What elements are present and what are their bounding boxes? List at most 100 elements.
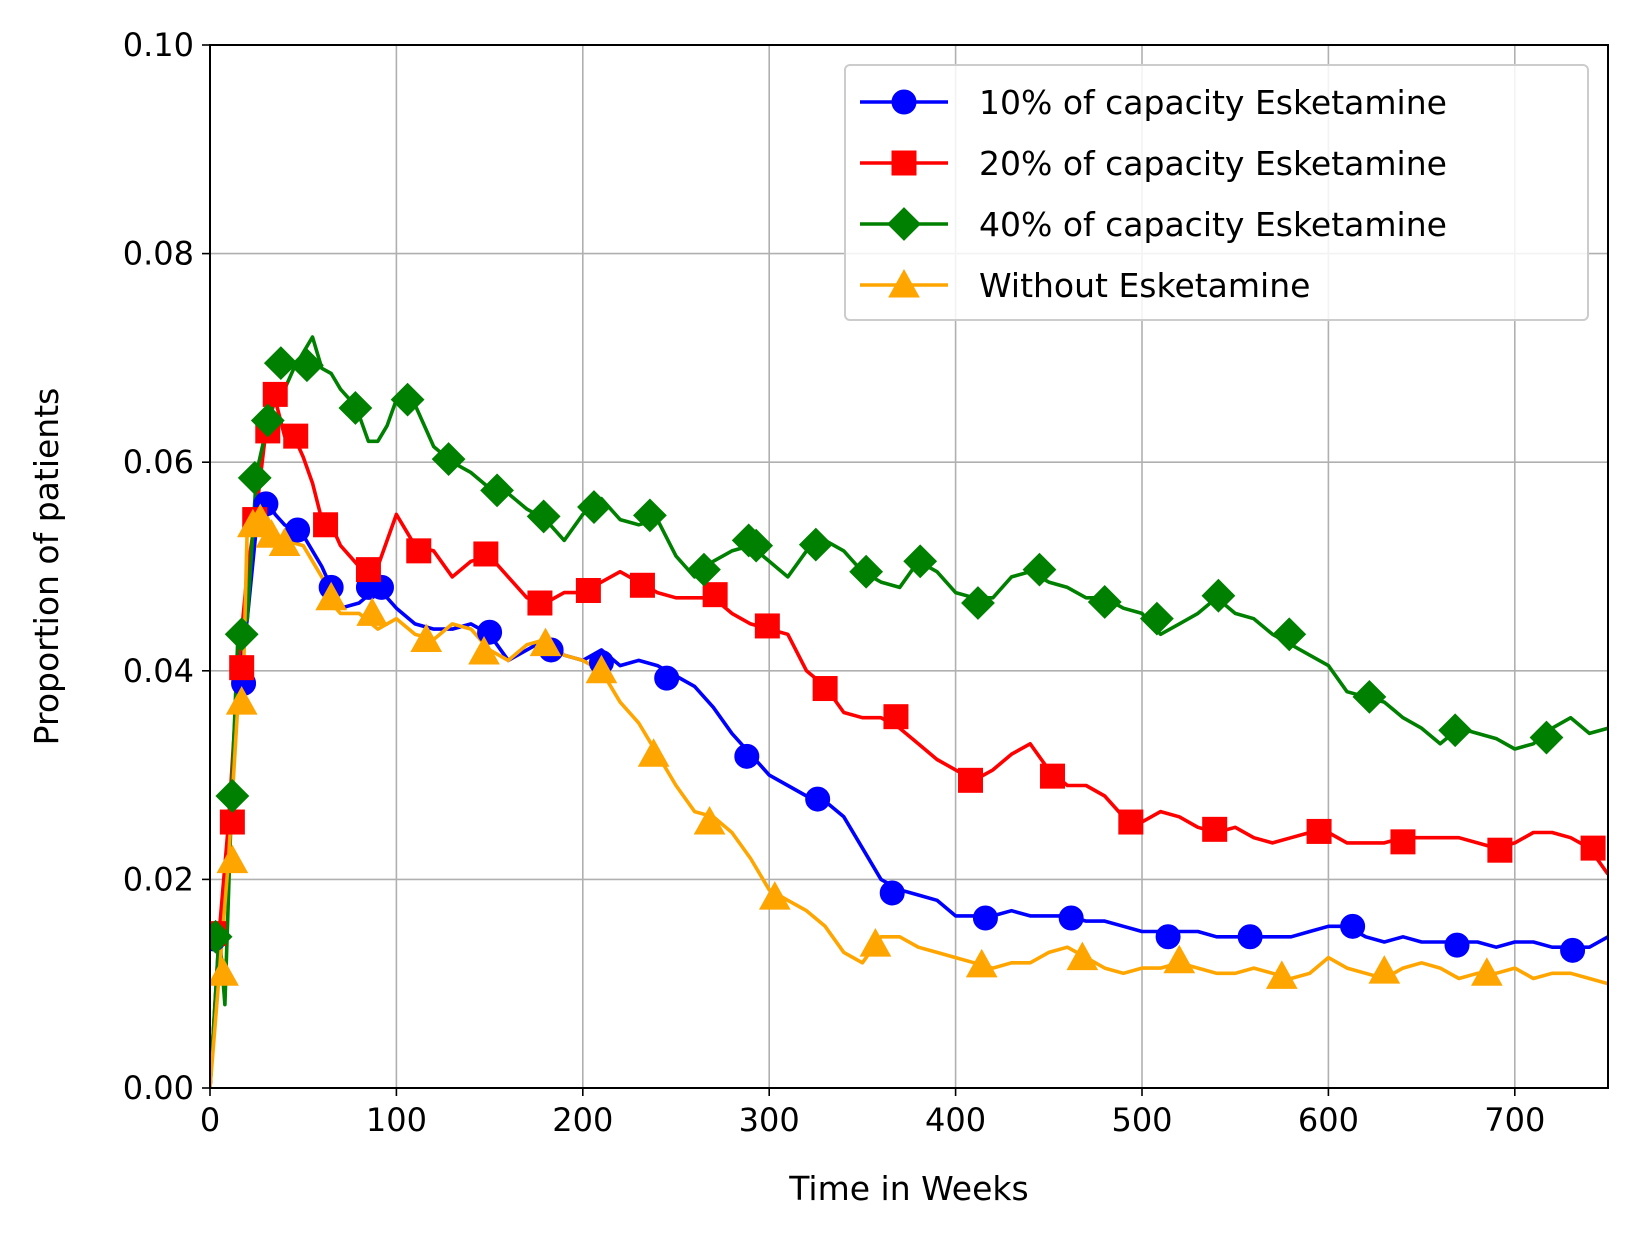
data-point: [961, 586, 995, 620]
legend-label: Without Esketamine: [979, 266, 1310, 305]
x-tick-label: 400: [925, 1101, 986, 1139]
legend-marker: [887, 207, 921, 241]
x-tick-label: 100: [366, 1101, 427, 1139]
series-line-1: [210, 397, 1608, 1088]
legend-box: [844, 64, 1589, 321]
series-line-3: [210, 512, 1608, 1088]
data-point: [1087, 585, 1122, 619]
data-point: [1470, 957, 1503, 986]
data-point: [262, 381, 288, 407]
y-axis-label: Proportion of patients: [27, 388, 66, 746]
x-tick-label: 0: [200, 1101, 220, 1139]
y-tick-label: 0.00: [123, 1069, 194, 1107]
data-point: [585, 654, 618, 684]
data-point: [224, 617, 259, 652]
data-point: [1487, 837, 1513, 863]
data-point: [637, 738, 670, 767]
data-point: [1118, 809, 1144, 835]
data-point: [315, 581, 348, 611]
data-point: [1438, 713, 1473, 748]
data-point: [225, 686, 258, 715]
x-tick-label: 200: [552, 1101, 613, 1139]
data-point: [480, 473, 514, 508]
data-point: [527, 590, 553, 616]
data-point: [406, 538, 432, 564]
legend-label: 40% of capacity Esketamine: [979, 205, 1447, 244]
legend: 10% of capacity Esketamine 20% of capacit…: [844, 64, 1589, 321]
y-tick-label: 0.06: [123, 443, 194, 481]
data-point: [1201, 578, 1236, 613]
data-point: [883, 704, 909, 730]
y-tick-label: 0.08: [123, 235, 194, 273]
data-point: [879, 880, 905, 906]
data-point: [632, 498, 667, 533]
data-point: [1529, 720, 1564, 755]
data-point: [693, 806, 726, 835]
y-tick-label: 0.04: [123, 652, 194, 690]
data-point: [859, 928, 892, 957]
data-point: [477, 619, 503, 645]
data-point: [754, 613, 780, 639]
data-point: [529, 627, 562, 657]
data-point: [687, 552, 721, 587]
data-point: [244, 503, 277, 533]
series-line-2: [210, 335, 1608, 1088]
x-axis-label: Time in Weeks: [788, 1169, 1028, 1208]
data-point: [1163, 944, 1196, 974]
data-point: [268, 527, 301, 557]
data-point: [575, 577, 601, 603]
data-point: [250, 403, 285, 438]
data-point: [390, 382, 425, 417]
y-tick-label: 0.10: [123, 26, 194, 64]
data-point: [1580, 835, 1606, 861]
data-point: [229, 655, 255, 681]
data-point: [1058, 905, 1084, 931]
data-point: [758, 881, 791, 910]
data-point: [237, 460, 272, 495]
data-point: [1444, 932, 1470, 958]
data-point: [1140, 601, 1174, 636]
data-point: [1155, 924, 1181, 950]
data-point: [798, 527, 833, 562]
legend-marker: [891, 150, 917, 176]
data-point: [734, 743, 760, 769]
data-point: [805, 786, 831, 812]
x-tick-label: 300: [739, 1101, 800, 1139]
data-point: [1390, 829, 1416, 855]
data-point: [702, 582, 728, 608]
data-point: [355, 557, 381, 583]
data-point: [577, 490, 611, 524]
y-tick-label: 0.02: [123, 860, 194, 898]
data-point: [290, 348, 324, 383]
data-point: [410, 623, 443, 653]
data-point: [1202, 816, 1228, 842]
y-axis-ticks: 0.00 0.02 0.04 0.06 0.08 0.10: [123, 26, 210, 1107]
data-point: [1022, 552, 1057, 587]
legend-marker: [891, 89, 917, 115]
data-point: [903, 544, 938, 579]
data-point: [1066, 941, 1099, 971]
data-point: [1560, 937, 1586, 963]
data-point: [1340, 913, 1366, 939]
data-point: [468, 635, 500, 665]
data-point: [965, 948, 998, 978]
x-tick-label: 700: [1484, 1101, 1545, 1139]
data-point: [629, 572, 655, 598]
data-point: [338, 391, 373, 425]
data-point: [210, 919, 233, 954]
x-tick-label: 500: [1111, 1101, 1172, 1139]
data-point: [1272, 617, 1307, 652]
legend-label: 10% of capacity Esketamine: [979, 83, 1447, 122]
legend-marker: [888, 268, 920, 298]
data-point: [215, 779, 250, 813]
data-point: [1265, 960, 1298, 989]
x-axis-ticks: 0 100 200 300 400 500 600 700: [200, 1088, 1545, 1139]
data-point: [431, 442, 466, 476]
legend-label: 20% of capacity Esketamine: [979, 144, 1447, 183]
data-point: [1040, 763, 1066, 789]
data-point: [313, 512, 339, 538]
data-point: [849, 554, 884, 589]
data-point: [972, 905, 998, 931]
data-point: [526, 499, 561, 534]
